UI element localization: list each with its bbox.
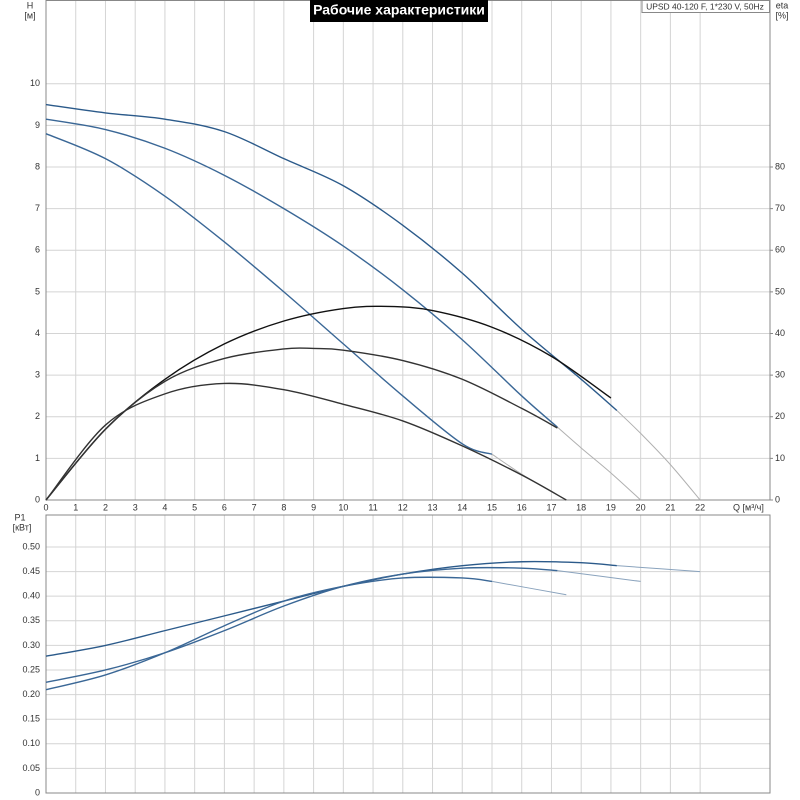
y2-tick-label: 40 [775,328,785,338]
chart-title: Рабочие характеристики [313,2,485,18]
curve [557,570,641,582]
curve [45,576,493,691]
y2-label: eta [776,0,789,10]
curve [45,566,558,683]
x-tick-label: 7 [252,502,257,512]
y-tick-label: 0.40 [22,591,40,601]
y-tick-label: 0 [35,494,40,504]
y-tick-label: 0.15 [22,714,40,724]
y2-tick-label: 50 [775,286,785,296]
y-tick-label: 0.35 [22,615,40,625]
y-tick-label: 6 [35,245,40,255]
y-tick-label: 5 [35,286,40,296]
x-tick-label: 4 [162,502,167,512]
x-tick-label: 17 [546,502,556,512]
y-tick-label: 0.05 [22,763,40,773]
y-tick-label: 9 [35,120,40,130]
y2-tick-label: 10 [775,453,785,463]
x-tick-label: 6 [222,502,227,512]
y-label: H [27,0,34,10]
x-tick-label: 8 [281,502,286,512]
y-tick-label: 0.20 [22,689,40,699]
y2-tick-label: 20 [775,411,785,421]
y-tick-label: 8 [35,161,40,171]
x-tick-label: 9 [311,502,316,512]
x-tick-label: 20 [636,502,646,512]
x-tick-label: 12 [398,502,408,512]
y-tick-label: 4 [35,328,40,338]
y-tick-label: 0.10 [22,738,40,748]
x-label: Q [м³/ч] [733,502,764,512]
x-tick-label: 3 [133,502,138,512]
x-tick-label: 21 [665,502,675,512]
y2-tick-label: 0 [775,494,780,504]
x-tick-label: 22 [695,502,705,512]
plot-frame [45,514,771,794]
y-label-unit: [м] [24,10,35,20]
x-tick-label: 14 [457,502,467,512]
y2-tick-label: 80 [775,161,785,171]
curve [45,133,493,455]
curve [45,382,567,501]
y-tick-label: 10 [30,78,40,88]
y-tick-label: 7 [35,203,40,213]
y-tick-label: 2 [35,411,40,421]
y-tick-label: 0 [35,787,40,797]
curve [45,103,618,412]
curve [616,410,701,501]
title-box [310,0,488,22]
y2-tick-label: 30 [775,370,785,380]
y-tick-label: 1 [35,453,40,463]
x-tick-label: 1 [73,502,78,512]
y-label-unit: [кВт] [13,522,32,532]
curve [45,118,558,428]
x-tick-label: 11 [368,502,377,512]
subtitle: UPSD 40-120 F, 1*230 V, 50Hz [646,1,764,11]
x-tick-label: 10 [338,502,348,512]
x-tick-label: 13 [428,502,438,512]
x-tick-label: 15 [487,502,497,512]
y-tick-label: 0.50 [22,541,40,551]
curve [45,560,617,657]
x-tick-label: 2 [103,502,108,512]
x-tick-label: 19 [606,502,616,512]
y2-tick-label: 70 [775,203,785,213]
curve [491,580,567,596]
x-tick-label: 0 [43,502,48,512]
curve [557,426,641,501]
curve [45,347,558,501]
y-tick-label: 0.45 [22,566,40,576]
y-tick-label: 3 [35,370,40,380]
x-tick-label: 18 [576,502,586,512]
x-tick-label: 16 [517,502,527,512]
y2-label-unit: [%] [775,10,788,20]
curve [616,565,701,573]
x-tick-label: 5 [192,502,197,512]
y-tick-label: 0.30 [22,640,40,650]
y-tick-label: 0.25 [22,664,40,674]
curve [45,305,612,501]
y2-tick-label: 60 [775,245,785,255]
info-box [641,0,770,13]
y-label: P1 [14,512,25,522]
